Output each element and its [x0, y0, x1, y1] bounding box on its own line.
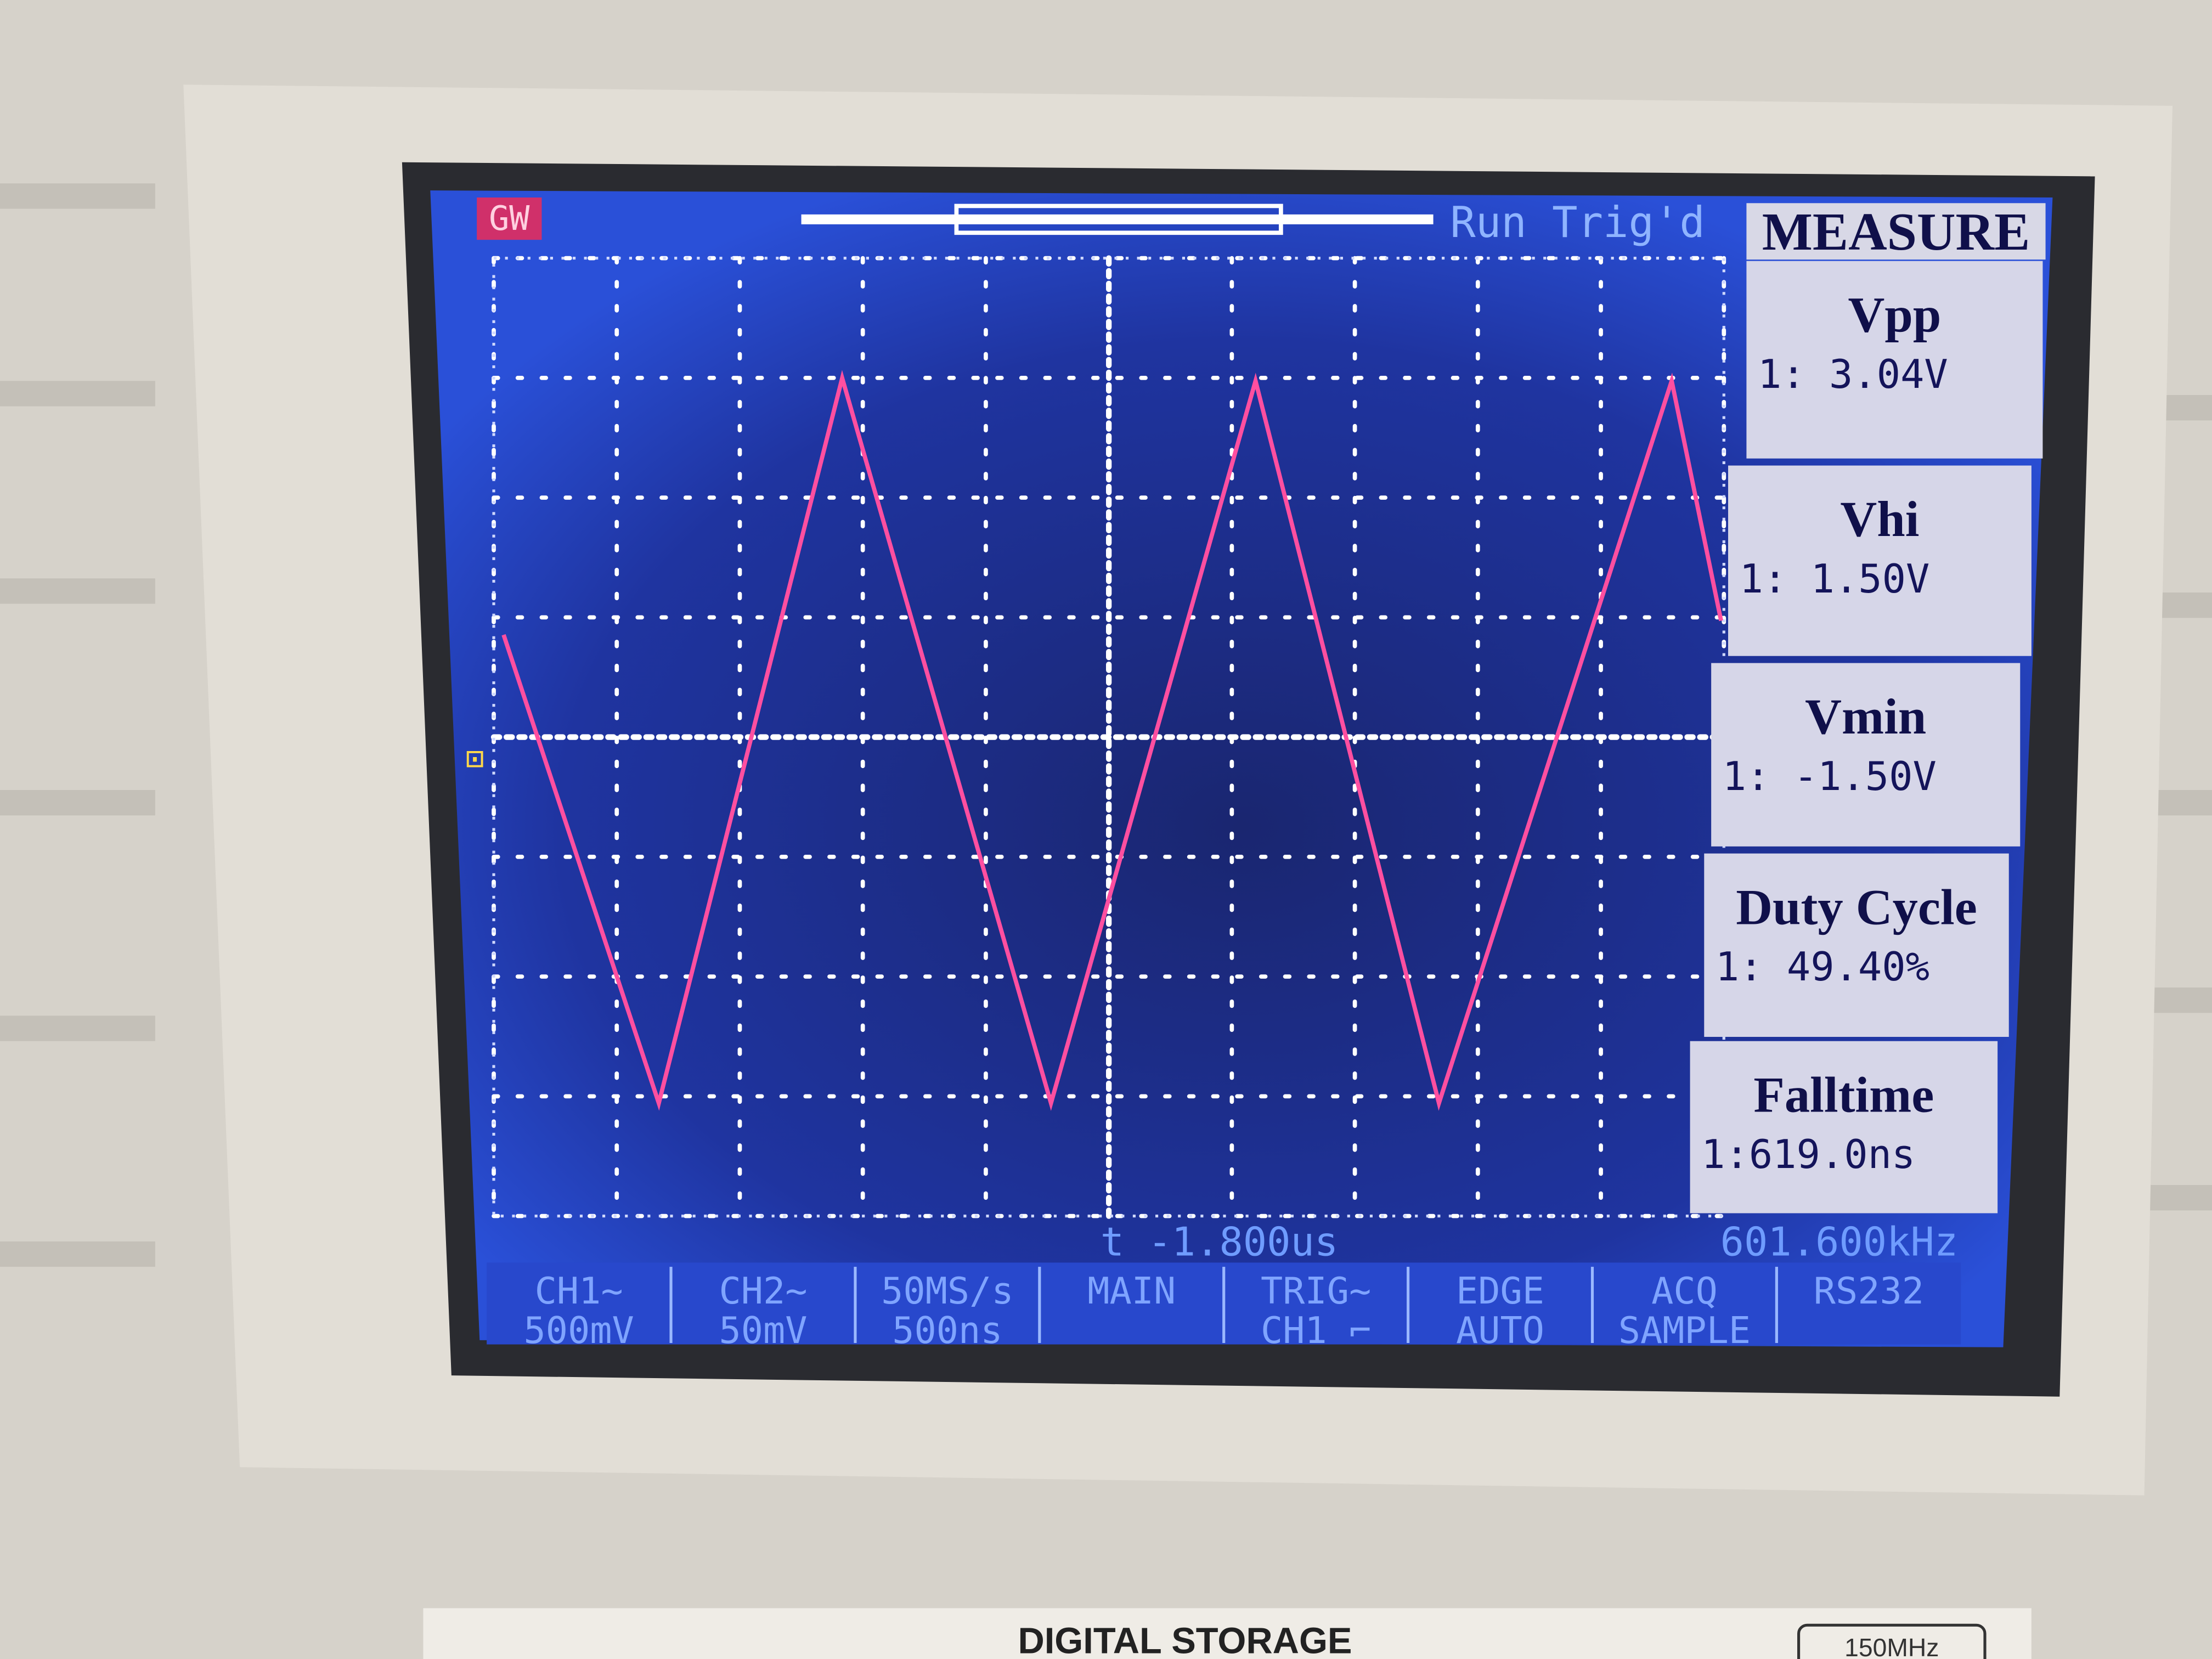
measure-box — [1728, 465, 2032, 656]
memory-bar — [801, 214, 1434, 224]
menu-text: 500ns — [892, 1309, 1002, 1352]
menu-text: ACQ — [1651, 1269, 1718, 1312]
measure-value: 1: 3.04V — [1758, 351, 1948, 397]
measure-value: 1: 1.50V — [1740, 556, 1930, 602]
screen — [430, 190, 2053, 1347]
measure-value: 1: -1.50V — [1723, 753, 1937, 799]
panel-header — [1746, 203, 2046, 260]
bandwidth-box — [1797, 1623, 1987, 1659]
measure-name: Falltime — [1753, 1067, 1934, 1123]
ground-marker: ⊡ — [466, 740, 484, 776]
menu-text: 500mV — [523, 1309, 634, 1352]
menu-text: EDGE — [1456, 1269, 1544, 1312]
menu-text: CH2∼ — [719, 1269, 807, 1312]
waveform — [501, 370, 1723, 1111]
logo: GW — [489, 199, 530, 238]
measure-panel: Vpp 1: 3.04V Vhi 1: 1.50V Vmin 1: -1.50V Duty … — [1690, 261, 2043, 1214]
measure-box — [1746, 261, 2043, 459]
measure-box — [1690, 1041, 1998, 1214]
menu-text: AUTO — [1456, 1309, 1544, 1352]
measure-name: Vhi — [1840, 492, 1919, 548]
measure-value: 1: 49.40% — [1716, 944, 1929, 990]
menu-text: RS232 — [1814, 1269, 1924, 1312]
measure-value: 1:619.0ns — [1701, 1131, 1915, 1177]
memory-window — [954, 204, 1283, 235]
measure-name: Vpp — [1848, 287, 1942, 343]
menu-text: MAIN — [1087, 1269, 1176, 1312]
menu-text: CH1∼ — [535, 1269, 623, 1312]
measure-box — [1704, 853, 2009, 1037]
measure-name: Duty Cycle — [1736, 879, 1977, 935]
menu-text: 50MS/s — [881, 1269, 1013, 1312]
label-strip — [423, 1608, 2032, 1659]
bezel-label: DIGITAL STORAGE — [1018, 1621, 1352, 1659]
menu-text: CH1 ⌐ — [1261, 1309, 1371, 1352]
menu-text: TRIG∼ — [1261, 1269, 1371, 1312]
bandwidth: 150MHz — [1844, 1633, 1939, 1659]
logo-box — [477, 198, 542, 240]
panel-title: MEASURE — [1762, 202, 2030, 262]
menu-text: SAMPLE — [1618, 1309, 1751, 1352]
frequency: 601.600kHz — [1720, 1219, 1958, 1265]
time-offset: t -1.800us — [1101, 1219, 1338, 1265]
measure-name: Vmin — [1805, 689, 1926, 745]
status: Run Trig'd — [1450, 198, 1705, 247]
menu-text: 50mV — [719, 1309, 807, 1352]
measure-box — [1711, 663, 2021, 847]
